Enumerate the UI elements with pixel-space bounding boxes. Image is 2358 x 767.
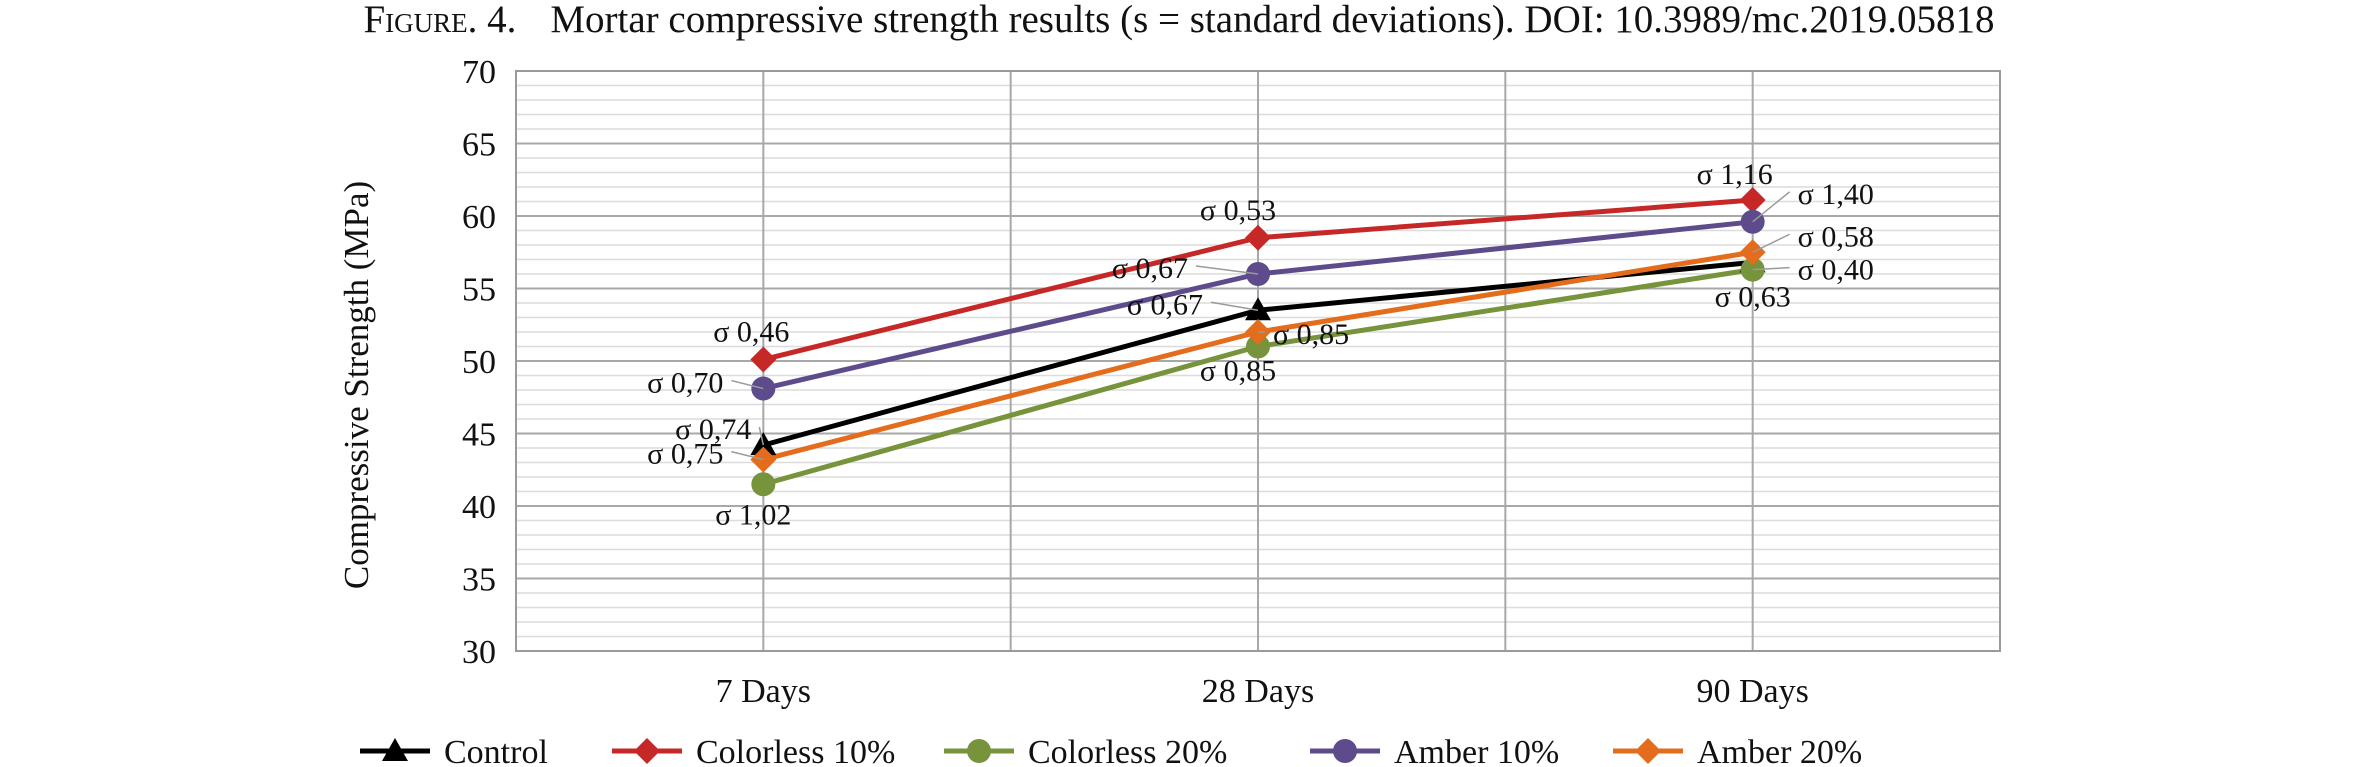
sd-label: σ 0,67 [1112,252,1188,285]
sd-label: σ 0,75 [647,438,723,471]
sd-leader-line [1752,191,1791,223]
sd-label: σ 1,02 [715,498,791,531]
sd-label: σ 0,63 [1715,280,1791,313]
y-tick-label: 60 [462,199,496,236]
sd-label: σ 0,40 [1798,254,1874,287]
legend-label: Amber 20% [1697,734,1862,767]
x-tick-label: 90 Days [1696,673,1808,710]
legend-label: Control [444,734,548,767]
sd-leader-line [1210,301,1259,311]
legend: Control Colorless 10% Colorless 20% Amber 1… [360,734,1862,767]
figure-caption: Figure. 4. Mortar compressive strength re… [0,0,2358,52]
y-tick-label: 45 [462,417,496,454]
sd-label: σ 0,85 [1273,318,1349,351]
y-tick-label: 70 [462,54,496,91]
y-tick-label: 40 [462,489,496,526]
sd-labels: σ 0,74 σ 0,67 σ 0,63 σ 0,46 σ 0,53 σ 1,16 σ 1,… [647,158,1874,531]
sd-label: σ 1,16 [1697,158,1773,191]
sd-label: σ 0,67 [1127,288,1203,321]
x-tick-label: 7 Days [716,673,811,710]
sd-leader-line [1752,233,1790,253]
sd-label: σ 1,40 [1798,178,1874,211]
legend-label: Amber 10% [1394,734,1559,767]
legend-label: Colorless 20% [1028,734,1227,767]
legend-marker [634,738,660,764]
legend-marker [967,739,991,763]
y-axis-title: Compressive Strength (MPa) [337,181,376,589]
sd-label: σ 0,74 [675,413,751,446]
data-point [1739,187,1766,214]
x-tick-label: 28 Days [1202,673,1314,710]
data-point [1245,224,1271,251]
y-tick-label: 55 [462,272,496,309]
legend-marker [382,738,408,761]
data-point [750,346,777,373]
figure-caption-text: Mortar compressive strength results (s =… [550,0,1995,41]
legend-marker [1333,739,1357,763]
sd-leader-line [1195,265,1259,275]
sd-label: σ 0,46 [713,316,789,349]
y-tick-label: 30 [462,634,496,671]
sd-label: σ 0,58 [1798,220,1874,253]
y-tick-label: 50 [462,344,496,381]
legend-marker [1635,738,1661,764]
x-axis-ticks: 7 Days 28 Days 90 Days [716,673,1809,710]
sd-leader-line [1752,266,1790,271]
sd-label: σ 0,85 [1200,355,1276,388]
sd-label: σ 0,53 [1200,194,1276,227]
plot-area-border [515,70,2001,652]
sd-leader-line [731,450,764,461]
legend-label: Colorless 10% [696,734,895,767]
y-tick-label: 35 [462,562,496,599]
sd-leader-line [731,379,764,390]
data-point [1245,297,1271,321]
figure-label: Figure. 4. [363,0,517,41]
data-point [751,472,776,497]
data-point [1246,334,1270,359]
sd-leader-lines [731,191,1791,461]
sd-leader-line [758,426,765,446]
y-axis-ticks: 30 35 40 45 50 55 60 65 70 [462,54,496,671]
y-tick-label: 65 [462,127,496,164]
sd-label: σ 0,70 [647,367,723,400]
